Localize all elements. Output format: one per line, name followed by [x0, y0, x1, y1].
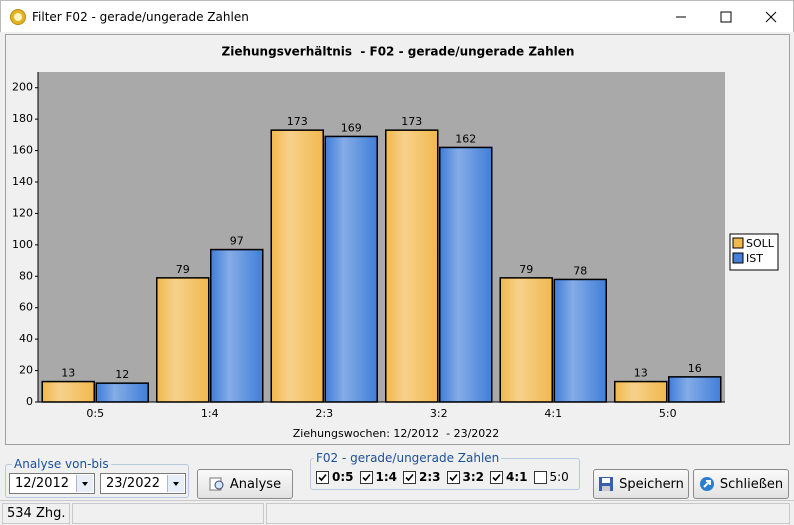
chart: Ziehungsverhältnis - F02 - gerade/ungera…: [12, 45, 779, 440]
value-label: 173: [287, 115, 308, 128]
bar-highlight: [440, 148, 491, 401]
x-tick-label: 1:4: [201, 407, 219, 420]
checkbox-box: [359, 470, 373, 484]
y-tick-label: 0: [26, 395, 33, 408]
y-tick-label: 180: [12, 112, 33, 125]
bar-highlight: [157, 278, 208, 401]
status-cell: [72, 503, 264, 524]
x-tick-label: 2:3: [315, 407, 333, 420]
checkbox-box: [533, 470, 547, 484]
y-tick-label: 100: [12, 238, 33, 251]
checkbox-label: 3:2: [462, 470, 485, 484]
checkbox-label: 4:1: [506, 470, 528, 484]
checkbox[interactable]: 1:4: [359, 470, 398, 484]
value-label: 16: [688, 362, 702, 375]
checkbox-label: 1:4: [375, 470, 398, 484]
title-bar: Filter F02 - gerade/ungerade Zahlen: [0, 0, 794, 32]
value-label: 173: [401, 115, 422, 128]
checkbox-row: 0:5 1:4 2:3 3:2 4:1 5:0: [316, 470, 569, 484]
save-button[interactable]: Speichern: [593, 469, 689, 499]
bar-highlight: [501, 278, 552, 401]
value-label: 162: [455, 132, 476, 145]
legend-label: IST: [746, 252, 763, 265]
value-label: 12: [115, 368, 129, 381]
status-count: 534 Zhg.: [2, 503, 70, 524]
bar-highlight: [615, 382, 666, 401]
y-tick-label: 20: [19, 364, 33, 377]
x-tick-label: 4:1: [544, 407, 562, 420]
bar-highlight: [326, 137, 377, 401]
bar-highlight: [669, 377, 720, 401]
checkbox-box: [316, 470, 329, 484]
bar-highlight: [555, 280, 606, 401]
button-label: Speichern: [619, 476, 684, 492]
checkbox-box: [403, 470, 416, 484]
value-label: 169: [341, 121, 362, 134]
y-tick-label: 120: [12, 206, 33, 219]
checkbox-label: 2:3: [419, 470, 441, 484]
chart-panel: Ziehungsverhältnis - F02 - gerade/ungera…: [5, 34, 790, 445]
y-tick-label: 160: [12, 144, 33, 157]
chart-title: Ziehungsverhältnis - F02 - gerade/ungera…: [222, 45, 575, 59]
checkbox-box: [490, 470, 503, 484]
bar-highlight: [97, 384, 148, 401]
from-combo[interactable]: 12/2012: [9, 473, 95, 494]
x-axis-label: Ziehungswochen: 12/2012 - 23/2022: [293, 427, 500, 440]
checkbox[interactable]: 0:5: [316, 470, 354, 484]
value-label: 79: [519, 263, 533, 276]
checkbox-box: [446, 470, 460, 484]
checkbox-label: 5:0: [549, 470, 569, 484]
checkbox[interactable]: 2:3: [403, 470, 441, 484]
legend-swatch: [732, 252, 744, 264]
to-combo[interactable]: 23/2022: [100, 473, 186, 494]
combo-value: 23/2022: [106, 476, 161, 491]
app-icon: [10, 9, 26, 25]
checkbox-label: 0:5: [332, 470, 354, 484]
y-tick-label: 200: [12, 81, 33, 94]
checkbox[interactable]: 3:2: [446, 470, 485, 484]
bar-highlight: [272, 131, 323, 401]
group-label: F02 - gerade/ungerade Zahlen: [314, 451, 502, 465]
analyse-button[interactable]: Analyse: [197, 469, 293, 499]
button-label: Schließen: [719, 476, 784, 492]
status-bar: 534 Zhg.: [0, 500, 794, 525]
checkbox[interactable]: 5:0: [533, 470, 569, 484]
value-label: 79: [176, 263, 190, 276]
window-title: Filter F02 - gerade/ungerade Zahlen: [32, 10, 249, 24]
x-tick-label: 3:2: [430, 407, 448, 420]
y-tick-label: 40: [19, 332, 33, 345]
bar-highlight: [386, 131, 437, 401]
group-label: Analyse von-bis: [12, 457, 111, 471]
bar-highlight: [43, 382, 94, 401]
y-tick-label: 80: [19, 269, 33, 282]
value-label: 13: [61, 367, 75, 380]
legend-label: SOLL: [746, 237, 775, 250]
value-label: 78: [573, 264, 587, 277]
plot-area: [38, 72, 725, 402]
x-tick-label: 0:5: [86, 407, 104, 420]
y-tick-label: 60: [19, 301, 33, 314]
x-tick-label: 5:0: [659, 407, 677, 420]
checkbox[interactable]: 4:1: [490, 470, 528, 484]
bar-highlight: [211, 250, 262, 401]
close-button[interactable]: Schließen: [693, 469, 789, 499]
value-label: 13: [634, 367, 648, 380]
y-tick-label: 140: [12, 175, 33, 188]
status-cell: [266, 503, 790, 524]
button-label: Analyse: [229, 476, 282, 492]
combo-value: 12/2012: [15, 476, 70, 491]
legend-swatch: [732, 237, 744, 249]
window-buttons[interactable]: [661, 7, 791, 27]
value-label: 97: [230, 235, 244, 248]
